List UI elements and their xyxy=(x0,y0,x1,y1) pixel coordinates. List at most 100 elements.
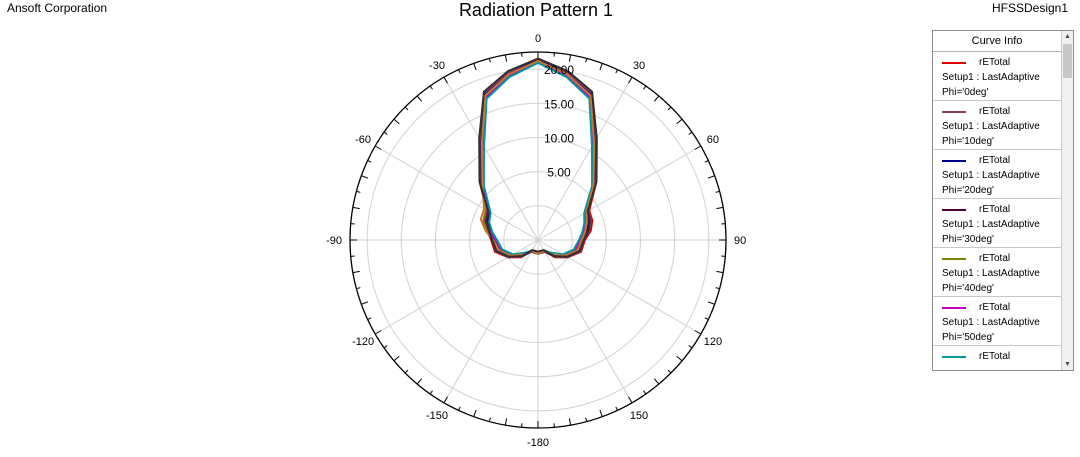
angle-tick-mark xyxy=(694,145,702,150)
legend-entries: rETotal Setup1 : LastAdaptive Phi='0deg' rE… xyxy=(933,52,1061,370)
radial-tick-label: 5.00 xyxy=(547,166,571,180)
legend-entry-header: rETotal xyxy=(942,153,1061,168)
legend-entry[interactable]: rETotal xyxy=(933,346,1061,370)
polar-chart[interactable]: 0 30 60 90 120 150 -180 -150 -120 -90 -60 -30 5.00 1… xyxy=(300,30,780,457)
legend-entry-setup: Setup1 : LastAdaptive xyxy=(942,121,1040,132)
legend-entry-phi: Phi='50deg' xyxy=(942,332,994,343)
legend-entry-header: rETotal xyxy=(942,251,1061,266)
radial-tick-label: 15.00 xyxy=(544,97,574,111)
scroll-up-arrow-icon[interactable]: ▲ xyxy=(1064,33,1071,40)
legend-entry-setup: Setup1 : LastAdaptive xyxy=(942,219,1040,230)
angle-tick-mark xyxy=(488,417,491,422)
angle-tick-mark xyxy=(643,390,647,395)
angle-tick-mark xyxy=(443,396,448,404)
angle-tick-label: 30 xyxy=(633,60,645,72)
angle-tick-mark xyxy=(676,355,683,362)
angle-tick-mark xyxy=(393,355,400,362)
angle-tick-mark xyxy=(667,106,672,111)
legend-swatch xyxy=(942,208,966,211)
legend-entry[interactable]: rETotal Setup1 : LastAdaptive Phi='50deg' xyxy=(933,297,1061,346)
angle-tick-mark xyxy=(704,160,709,163)
legend-entry-header: rETotal xyxy=(942,349,1061,364)
angle-tick-label: 120 xyxy=(704,336,722,348)
angle-tick-mark xyxy=(404,369,409,374)
legend-entry-header: rETotal xyxy=(942,104,1061,119)
chart-title-text: Radiation Pattern 1 xyxy=(458,0,614,20)
angle-tick-mark xyxy=(383,131,388,135)
legend-entry-setup: Setup1 : LastAdaptive xyxy=(942,72,1040,83)
legend-entry-setup: Setup1 : LastAdaptive xyxy=(942,170,1040,181)
legend-entry-setup: Setup1 : LastAdaptive xyxy=(942,268,1040,279)
legend-title: Curve Info xyxy=(933,31,1061,52)
legend-entry-name: rETotal xyxy=(979,302,1011,313)
angle-tick-mark xyxy=(716,270,724,274)
angle-tick-mark xyxy=(667,369,672,374)
legend-swatch xyxy=(942,159,966,162)
angle-tick-mark xyxy=(568,418,572,426)
angle-tick-mark xyxy=(429,85,433,90)
series-line[interactable] xyxy=(478,57,598,258)
angle-tick-mark xyxy=(615,406,618,411)
scroll-down-arrow-icon[interactable]: ▼ xyxy=(1064,361,1071,368)
angle-tick-mark xyxy=(504,54,508,62)
angle-tick-mark xyxy=(356,287,361,290)
angle-tick-mark xyxy=(716,206,724,210)
angle-tick-label: 60 xyxy=(707,134,719,146)
angle-tick-mark xyxy=(458,69,461,74)
grid-spoke xyxy=(537,145,702,241)
angle-tick-mark xyxy=(416,378,423,385)
radial-tick-label: 20.00 xyxy=(544,63,574,77)
angle-tick-label: -180 xyxy=(527,437,549,449)
angle-tick-mark xyxy=(383,345,388,349)
angle-tick-mark xyxy=(688,345,693,349)
angle-tick-mark xyxy=(694,330,702,335)
legend-entry-header: rETotal xyxy=(942,300,1061,315)
company-label: Ansoft Corporation xyxy=(7,1,108,15)
legend-entry[interactable]: rETotal Setup1 : LastAdaptive Phi='20deg' xyxy=(933,150,1061,199)
legend-swatch xyxy=(942,61,966,64)
angle-tick-mark xyxy=(653,95,660,102)
angle-tick-mark xyxy=(628,396,633,404)
angle-tick-mark xyxy=(653,378,660,385)
angle-tick-label: -90 xyxy=(326,235,342,247)
legend-entry[interactable]: rETotal Setup1 : LastAdaptive Phi='40deg' xyxy=(933,248,1061,297)
legend-scrollbar[interactable]: ▲ ▼ xyxy=(1061,31,1073,370)
angle-tick-mark xyxy=(615,69,618,74)
angle-tick-mark xyxy=(429,390,433,395)
angle-tick-label: 90 xyxy=(734,235,746,247)
angle-tick-mark xyxy=(599,63,603,71)
legend-entry-name: rETotal xyxy=(979,253,1011,264)
polar-series[interactable] xyxy=(478,57,598,259)
series-line[interactable] xyxy=(479,59,596,257)
legend-entry-phi: Phi='0deg' xyxy=(942,87,989,98)
angle-tick-mark xyxy=(361,301,369,305)
angle-tick-mark xyxy=(404,106,409,111)
angle-tick-mark xyxy=(367,317,372,320)
legend-swatch xyxy=(942,110,966,113)
legend-entry[interactable]: rETotal Setup1 : LastAdaptive Phi='10deg' xyxy=(933,101,1061,150)
polar-radial-labels: 5.00 10.00 15.00 20.00 xyxy=(544,63,574,180)
angle-tick-mark xyxy=(473,409,477,417)
legend-swatch xyxy=(942,355,966,358)
angle-tick-mark xyxy=(473,63,477,71)
angle-tick-mark xyxy=(676,118,683,125)
scroll-thumb[interactable] xyxy=(1063,44,1072,78)
legend-entry-setup: Setup1 : LastAdaptive xyxy=(942,317,1040,328)
angle-tick-mark xyxy=(352,206,360,210)
angle-tick-mark xyxy=(585,417,588,422)
grid-spoke xyxy=(537,76,633,241)
series-line[interactable] xyxy=(482,61,594,256)
angle-tick-mark xyxy=(458,406,461,411)
angle-tick-mark xyxy=(628,76,633,84)
angle-tick-label: 0 xyxy=(535,33,541,45)
legend-entry[interactable]: rETotal Setup1 : LastAdaptive Phi='0deg' xyxy=(933,52,1061,101)
angle-tick-mark xyxy=(707,301,715,305)
angle-tick-label: -60 xyxy=(355,134,371,146)
curve-info-legend[interactable]: Curve Info rETotal Setup1 : LastAdaptive P… xyxy=(932,30,1074,371)
angle-tick-mark xyxy=(443,76,448,84)
legend-entry-name: rETotal xyxy=(979,351,1011,362)
legend-entry[interactable]: rETotal Setup1 : LastAdaptive Phi='30deg' xyxy=(933,199,1061,248)
legend-swatch xyxy=(942,306,966,309)
legend-entry-name: rETotal xyxy=(979,155,1011,166)
legend-swatch xyxy=(942,257,966,260)
